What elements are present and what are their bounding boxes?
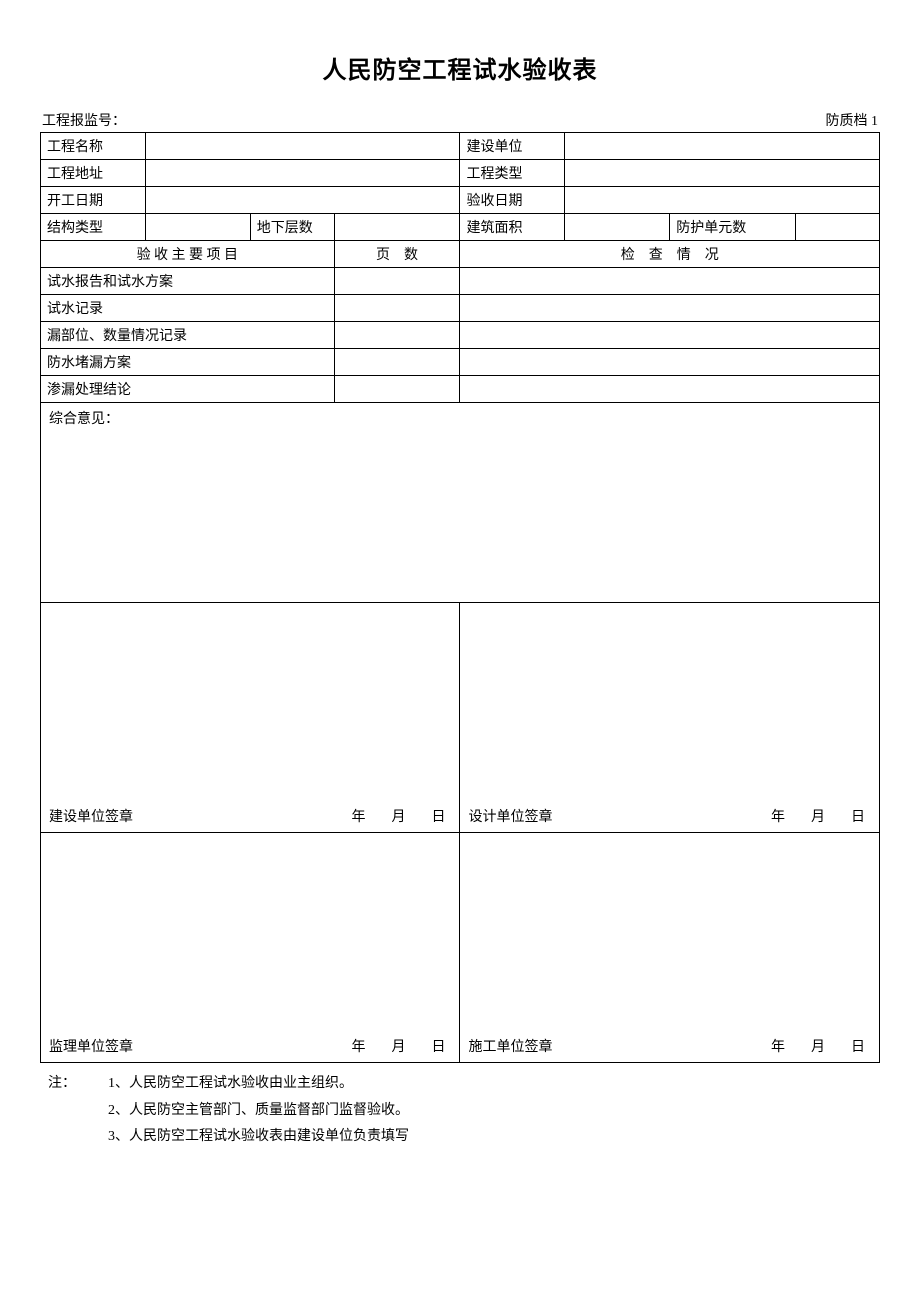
label-building-area: 建筑面积 (460, 214, 565, 241)
notes-line-2: 2、人民防空主管部门、质量监督部门监督验收。 (108, 1098, 409, 1125)
value-project-name (145, 133, 460, 160)
info-row-1: 工程名称 建设单位 (41, 133, 880, 160)
sig-construction-cell: 建设单位签章 年 月 日 (41, 603, 460, 833)
item-inspection-2 (460, 295, 880, 322)
item-pages-2 (334, 295, 460, 322)
info-row-2: 工程地址 工程类型 (41, 160, 880, 187)
sig-supervision-date: 年 月 日 (351, 1036, 451, 1056)
main-table: 工程名称 建设单位 工程地址 工程类型 开工日期 验收日期 结构类型 地下层数 … (40, 132, 880, 1063)
label-construction-unit: 建设单位 (460, 133, 565, 160)
item-row-4: 防水堵漏方案 (41, 349, 880, 376)
report-number-label: 工程报监号： (42, 110, 126, 130)
opinion-row: 综合意见： (41, 403, 880, 603)
info-row-3: 开工日期 验收日期 (41, 187, 880, 214)
doc-code: 防质档 1 (826, 110, 879, 130)
value-building-area (565, 214, 670, 241)
sig-design-date: 年 月 日 (771, 806, 871, 826)
item-inspection-1 (460, 268, 880, 295)
sig-construction-label: 建设单位签章 (49, 806, 133, 826)
sig-supervision-cell: 监理单位签章 年 月 日 (41, 833, 460, 1063)
label-start-date: 开工日期 (41, 187, 146, 214)
sig-contractor-date: 年 月 日 (771, 1036, 871, 1056)
sig-supervision-label: 监理单位签章 (49, 1036, 133, 1056)
value-project-address (145, 160, 460, 187)
label-project-name: 工程名称 (41, 133, 146, 160)
item-pages-3 (334, 322, 460, 349)
section-header-row: 验 收 主 要 项 目 页 数 检 查 情 况 (41, 241, 880, 268)
sig-design-label: 设计单位签章 (468, 806, 552, 826)
header-pages: 页 数 (334, 241, 460, 268)
item-label-1: 试水报告和试水方案 (41, 268, 335, 295)
header-row: 工程报监号： 防质档 1 (40, 110, 880, 130)
sig-construction-date: 年 月 日 (351, 806, 451, 826)
header-main-items: 验 收 主 要 项 目 (41, 241, 335, 268)
label-acceptance-date: 验收日期 (460, 187, 565, 214)
item-row-2: 试水记录 (41, 295, 880, 322)
item-row-3: 漏部位、数量情况记录 (41, 322, 880, 349)
signature-row-1: 建设单位签章 年 月 日 设计单位签章 年 月 日 (41, 603, 880, 833)
item-row-5: 渗漏处理结论 (41, 376, 880, 403)
label-protection-units: 防护单元数 (670, 214, 796, 241)
info-row-4: 结构类型 地下层数 建筑面积 防护单元数 (41, 214, 880, 241)
notes-line-3: 3、人民防空工程试水验收表由建设单位负责填写 (108, 1124, 409, 1151)
value-start-date (145, 187, 460, 214)
item-inspection-4 (460, 349, 880, 376)
label-underground-floors: 地下层数 (250, 214, 334, 241)
item-pages-5 (334, 376, 460, 403)
page-title: 人民防空工程试水验收表 (40, 50, 880, 85)
sig-contractor-label: 施工单位签章 (468, 1036, 552, 1056)
value-structure-type (145, 214, 250, 241)
header-inspection: 检 查 情 况 (460, 241, 880, 268)
value-underground-floors (334, 214, 460, 241)
value-construction-unit (565, 133, 880, 160)
item-label-2: 试水记录 (41, 295, 335, 322)
notes-label: 注： (48, 1071, 108, 1098)
label-project-address: 工程地址 (41, 160, 146, 187)
sig-design-cell: 设计单位签章 年 月 日 (460, 603, 880, 833)
value-acceptance-date (565, 187, 880, 214)
notes-line-1: 1、人民防空工程试水验收由业主组织。 (108, 1071, 353, 1098)
value-protection-units (796, 214, 880, 241)
label-project-type: 工程类型 (460, 160, 565, 187)
item-label-5: 渗漏处理结论 (41, 376, 335, 403)
signature-row-2: 监理单位签章 年 月 日 施工单位签章 年 月 日 (41, 833, 880, 1063)
item-pages-1 (334, 268, 460, 295)
item-pages-4 (334, 349, 460, 376)
item-inspection-3 (460, 322, 880, 349)
sig-contractor-cell: 施工单位签章 年 月 日 (460, 833, 880, 1063)
notes-section: 注： 1、人民防空工程试水验收由业主组织。 2、人民防空主管部门、质量监督部门监… (40, 1071, 880, 1151)
label-structure-type: 结构类型 (41, 214, 146, 241)
item-row-1: 试水报告和试水方案 (41, 268, 880, 295)
opinion-label: 综合意见： (49, 412, 119, 427)
item-label-3: 漏部位、数量情况记录 (41, 322, 335, 349)
value-project-type (565, 160, 880, 187)
opinion-cell: 综合意见： (41, 403, 880, 603)
item-inspection-5 (460, 376, 880, 403)
item-label-4: 防水堵漏方案 (41, 349, 335, 376)
